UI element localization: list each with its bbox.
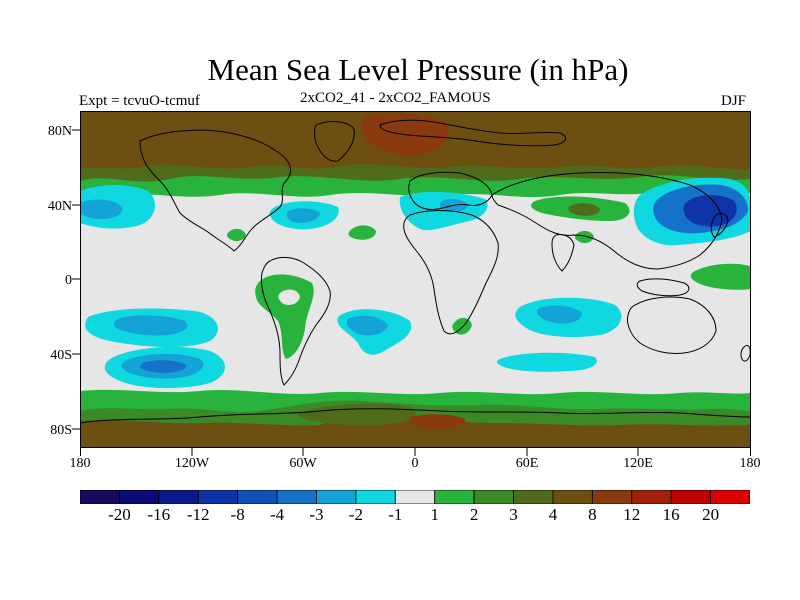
x-tick-180w: 180 (69, 456, 91, 471)
colorbar-swatch (80, 490, 120, 504)
colorbar-label: -3 (309, 505, 324, 524)
south-indian-cyan (496, 352, 597, 372)
colorbar-swatch (513, 490, 554, 504)
map-title: Mean Sea Level Pressure (in hPa) (207, 52, 629, 87)
north-america-coast (139, 129, 291, 252)
colorbar-label: -12 (186, 505, 210, 524)
comparison-label: 2xCO2_41 - 2xCO2_FAMOUS (300, 90, 491, 106)
colorbar-swatch (591, 490, 633, 504)
y-tick-marks (72, 129, 80, 430)
new-zealand-coast (740, 344, 751, 362)
colorbar-swatch (394, 490, 436, 504)
arctic-islands-coast (379, 119, 567, 147)
x-tick-180e: 180 (739, 456, 761, 471)
colorbar-swatch (276, 490, 317, 504)
colorbar-swatch (237, 490, 278, 504)
south-pacific-east-darkblue (140, 360, 187, 373)
colorbar-label: -1 (388, 505, 403, 524)
colorbar-label: -16 (147, 505, 171, 524)
south-atlantic-blue (346, 315, 388, 336)
colorbar-label: 8 (588, 505, 597, 524)
experiment-label: Expt = tcvuO-tcmuf (79, 93, 200, 109)
colorbar-swatch (710, 490, 750, 504)
antarctic-brown-band (80, 413, 751, 448)
x-tick-60w: 60W (289, 456, 317, 471)
colorbar-label: 3 (509, 505, 518, 524)
colorbar-swatch (670, 490, 711, 504)
colorbar-label: 16 (662, 505, 680, 524)
south-america-grey-hole (278, 289, 300, 305)
colorbar-swatch (158, 490, 199, 504)
south-america-coast (261, 256, 331, 386)
india-coast (551, 234, 575, 272)
colorbar-swatch (119, 490, 160, 504)
colorbar-swatch (434, 490, 475, 504)
africa-coast (403, 210, 499, 335)
india-green-patch (575, 230, 594, 244)
y-tick-80s: 80S (50, 423, 72, 438)
y-tick-40s: 40S (50, 348, 72, 363)
atlantic-green-patch (348, 225, 376, 240)
colorbar-swatch (355, 490, 396, 504)
eurasia-olive-patch (568, 203, 600, 216)
europe-coast (408, 171, 493, 210)
colorbar-label: 4 (548, 505, 558, 524)
colorbar-label: -20 (108, 505, 131, 524)
x-tick-marks (80, 448, 751, 456)
japan-coast (710, 212, 729, 238)
asia-coast (491, 172, 723, 270)
antarctica-coast (80, 408, 751, 424)
indian-ocean-blue (537, 305, 582, 324)
colorbar-swatch (552, 490, 593, 504)
colorbar-swatch (473, 490, 514, 504)
pressure-map (80, 111, 751, 448)
atlantic-north-blue (286, 208, 320, 223)
x-tick-120e: 120E (623, 456, 653, 471)
colorbar-label: -8 (230, 505, 245, 524)
x-tick-0: 0 (411, 456, 419, 471)
colorbar-swatch (197, 490, 239, 504)
colorbar-label: -4 (269, 505, 285, 524)
season-label: DJF (721, 93, 747, 109)
y-tick-0: 0 (65, 273, 72, 288)
x-tick-60e: 60E (515, 456, 539, 471)
coastlines (80, 119, 751, 424)
australia-coast (627, 296, 717, 354)
colorbar-label: -2 (348, 505, 363, 524)
north-pacific-darkblue (683, 195, 737, 227)
gulf-green-patch (227, 228, 246, 242)
y-tick-80n: 80N (47, 124, 72, 139)
colorbar (80, 490, 750, 504)
x-tick-120w: 120W (174, 456, 210, 471)
pacific-west-blue (80, 199, 123, 219)
colorbar-swatch (631, 490, 672, 504)
colorbar-label: 20 (702, 505, 720, 524)
south-pacific-west-blue (113, 315, 188, 336)
antarctic-red-patch (409, 414, 466, 429)
pacific-green-patch (690, 263, 751, 290)
colorbar-label: 2 (469, 505, 479, 524)
y-tick-40n: 40N (47, 199, 72, 214)
indonesia-coast (636, 278, 690, 297)
colorbar-label: 1 (430, 505, 439, 524)
map-frame (80, 111, 751, 448)
colorbar-label: 12 (623, 505, 641, 524)
colorbar-swatch (316, 490, 357, 504)
greenland-coast (314, 121, 355, 162)
